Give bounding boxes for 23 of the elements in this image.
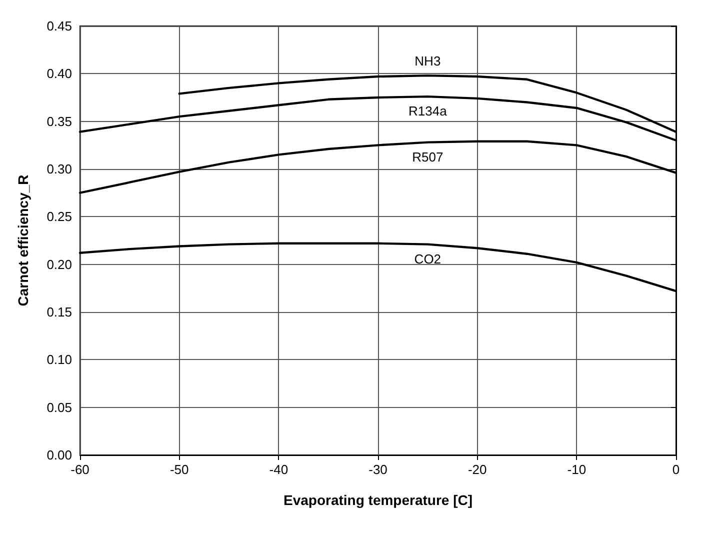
y-tick-label: 0.20 bbox=[46, 256, 72, 272]
x-tick-label: 0 bbox=[672, 462, 680, 477]
series-label: NH3 bbox=[414, 54, 441, 69]
y-tick-label: 0.10 bbox=[46, 352, 72, 368]
y-tick-label: 0.25 bbox=[46, 209, 72, 224]
series-label: R507 bbox=[412, 149, 444, 164]
x-tick-label: -30 bbox=[368, 462, 388, 477]
y-tick-label: 0.35 bbox=[46, 114, 72, 129]
series-label: R134a bbox=[408, 104, 448, 119]
y-tick-label: 0.05 bbox=[46, 400, 72, 415]
y-tick-label: 0.45 bbox=[46, 18, 72, 34]
x-tick-label: -40 bbox=[269, 462, 288, 477]
y-axis-title: Carnot efficiency_R bbox=[15, 174, 31, 306]
y-tick-label: 0.00 bbox=[46, 448, 72, 462]
x-tick-label: -50 bbox=[170, 462, 189, 477]
y-tick-label: 0.15 bbox=[46, 304, 72, 320]
x-tick-label: -20 bbox=[468, 462, 487, 477]
y-tick-label: 0.30 bbox=[46, 162, 72, 176]
series-label: CO2 bbox=[414, 251, 442, 266]
x-tick-label: -10 bbox=[567, 462, 586, 477]
x-axis-title: Evaporating temperature [C] bbox=[283, 492, 473, 508]
y-tick-label: 0.40 bbox=[46, 66, 72, 82]
x-tick-label: -60 bbox=[70, 462, 90, 477]
